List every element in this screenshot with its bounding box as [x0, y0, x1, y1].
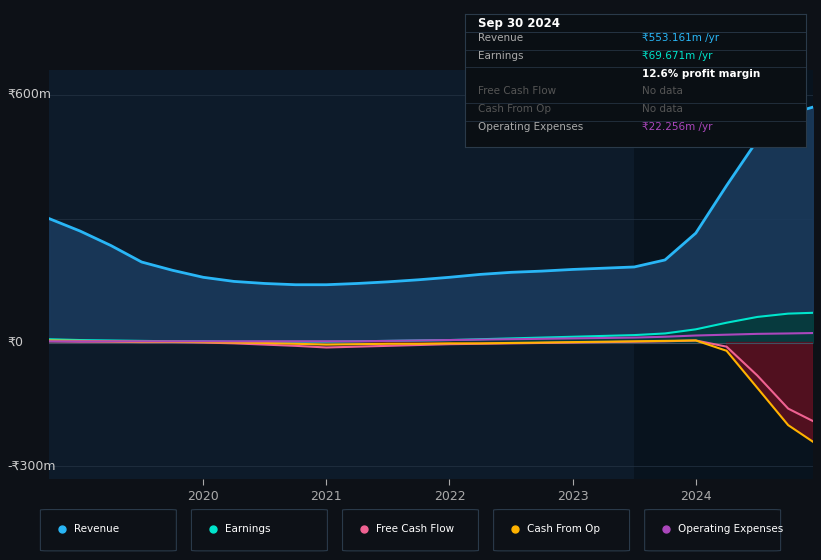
Text: ₹0: ₹0: [7, 336, 23, 349]
Text: Operating Expenses: Operating Expenses: [678, 524, 783, 534]
Text: Sep 30 2024: Sep 30 2024: [479, 17, 561, 30]
Text: Cash From Op: Cash From Op: [479, 104, 552, 114]
Text: Earnings: Earnings: [225, 524, 270, 534]
Text: Revenue: Revenue: [479, 33, 524, 43]
Text: ₹600m: ₹600m: [7, 88, 51, 101]
Text: ₹553.161m /yr: ₹553.161m /yr: [642, 33, 719, 43]
Text: Operating Expenses: Operating Expenses: [479, 122, 584, 132]
Text: Free Cash Flow: Free Cash Flow: [479, 86, 557, 96]
Text: Free Cash Flow: Free Cash Flow: [376, 524, 454, 534]
Text: Earnings: Earnings: [479, 51, 524, 61]
Text: Cash From Op: Cash From Op: [527, 524, 600, 534]
Text: Revenue: Revenue: [74, 524, 119, 534]
Text: -₹300m: -₹300m: [7, 460, 56, 473]
Text: 12.6% profit margin: 12.6% profit margin: [642, 68, 760, 78]
Text: ₹22.256m /yr: ₹22.256m /yr: [642, 122, 713, 132]
Text: ₹69.671m /yr: ₹69.671m /yr: [642, 51, 713, 61]
Text: No data: No data: [642, 86, 683, 96]
Text: No data: No data: [642, 104, 683, 114]
Bar: [635, 70, 813, 479]
